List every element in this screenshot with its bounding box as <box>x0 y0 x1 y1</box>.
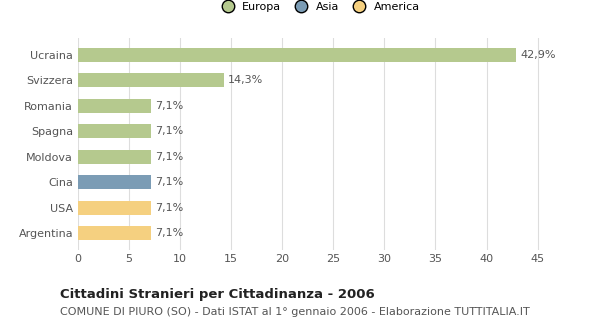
Bar <box>78 99 151 113</box>
Bar <box>78 175 151 189</box>
Text: 7,1%: 7,1% <box>155 152 183 162</box>
Bar <box>78 124 151 138</box>
Bar <box>78 73 224 87</box>
Bar <box>78 150 151 164</box>
Text: Cittadini Stranieri per Cittadinanza - 2006: Cittadini Stranieri per Cittadinanza - 2… <box>60 288 375 301</box>
Text: COMUNE DI PIURO (SO) - Dati ISTAT al 1° gennaio 2006 - Elaborazione TUTTITALIA.I: COMUNE DI PIURO (SO) - Dati ISTAT al 1° … <box>60 307 530 317</box>
Text: 7,1%: 7,1% <box>155 203 183 212</box>
Bar <box>78 48 516 62</box>
Text: 7,1%: 7,1% <box>155 177 183 187</box>
Text: 7,1%: 7,1% <box>155 228 183 238</box>
Bar <box>78 226 151 240</box>
Text: 14,3%: 14,3% <box>228 76 263 85</box>
Text: 7,1%: 7,1% <box>155 126 183 136</box>
Bar <box>78 201 151 215</box>
Text: 42,9%: 42,9% <box>520 50 556 60</box>
Text: 7,1%: 7,1% <box>155 101 183 111</box>
Legend: Europa, Asia, America: Europa, Asia, America <box>212 0 424 16</box>
